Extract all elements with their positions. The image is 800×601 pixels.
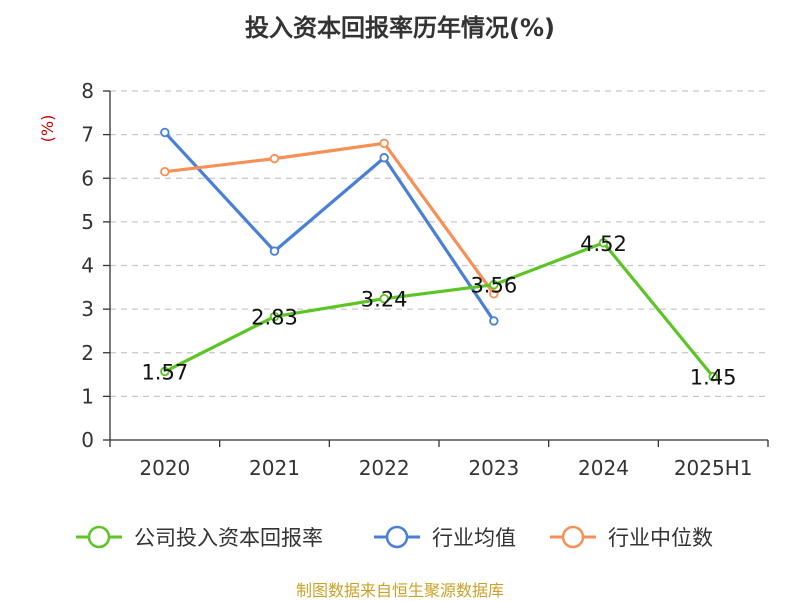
series-layer — [160, 127, 718, 382]
series-line — [163, 131, 496, 322]
legend-marker — [87, 525, 111, 549]
data-labels: 1.57 2.83 3.24 3.56 4.52 1.45 — [141, 232, 736, 390]
legend-label: 行业中位数 — [608, 526, 713, 550]
x-tick-label: 2025H1 — [674, 456, 753, 480]
y-tick-label: 0 — [81, 428, 94, 452]
y-tick-label: 7 — [81, 123, 94, 147]
y-tick-label: 3 — [81, 297, 94, 321]
series-line — [164, 141, 496, 295]
data-point — [269, 311, 280, 322]
data-label: 1.45 — [690, 366, 737, 390]
y-tick-label: 1 — [81, 384, 94, 408]
data-point — [489, 289, 499, 299]
data-label: 3.56 — [470, 274, 517, 298]
x-tick-label: 2023 — [468, 456, 519, 480]
x-tick-label: 2021 — [249, 456, 300, 480]
y-tick-label: 2 — [81, 341, 94, 365]
data-point — [708, 372, 718, 382]
legend-marker — [385, 525, 409, 549]
legend-item[interactable]: 公司投入资本回报率 — [76, 525, 323, 550]
legend-label: 公司投入资本回报率 — [134, 526, 323, 550]
data-point — [379, 153, 389, 163]
y-tick-label: 6 — [81, 166, 94, 190]
data-point — [269, 153, 280, 164]
data-point — [160, 167, 170, 177]
legend[interactable]: 公司投入资本回报率 行业均值 行业中位数 — [76, 525, 713, 550]
data-label: 4.52 — [580, 232, 627, 256]
chart-title: 投入资本回报率历年情况(%) — [245, 14, 555, 42]
data-label: 2.83 — [251, 306, 298, 330]
y-tick-label: 5 — [81, 210, 94, 234]
axes: 0 1 2 3 4 5 6 7 8 2020 2021 2022 2023 2024 2025H1 — [81, 79, 769, 480]
legend-marker — [561, 525, 585, 549]
source-note: 制图数据来自恒生聚源数据库 — [295, 581, 504, 600]
x-tick-label: 2024 — [578, 456, 629, 480]
x-tick-label: 2020 — [139, 456, 190, 480]
legend-item[interactable]: 行业中位数 — [550, 525, 713, 550]
x-tick-label: 2022 — [359, 456, 410, 480]
data-point — [269, 246, 280, 256]
data-point — [160, 127, 170, 138]
y-tick-label: 4 — [81, 254, 94, 278]
data-point — [160, 366, 170, 377]
data-point — [379, 293, 389, 304]
data-label: 3.24 — [361, 288, 408, 312]
data-point — [489, 279, 499, 290]
data-point — [489, 316, 499, 326]
legend-item[interactable]: 行业均值 — [374, 525, 516, 550]
series-line — [164, 241, 715, 378]
data-label: 1.57 — [141, 361, 188, 385]
legend-label: 行业均值 — [432, 526, 516, 550]
y-tick-label: 8 — [81, 79, 94, 103]
data-point — [379, 138, 389, 149]
y-axis-label: (%) — [38, 115, 57, 143]
data-point — [598, 238, 609, 248]
